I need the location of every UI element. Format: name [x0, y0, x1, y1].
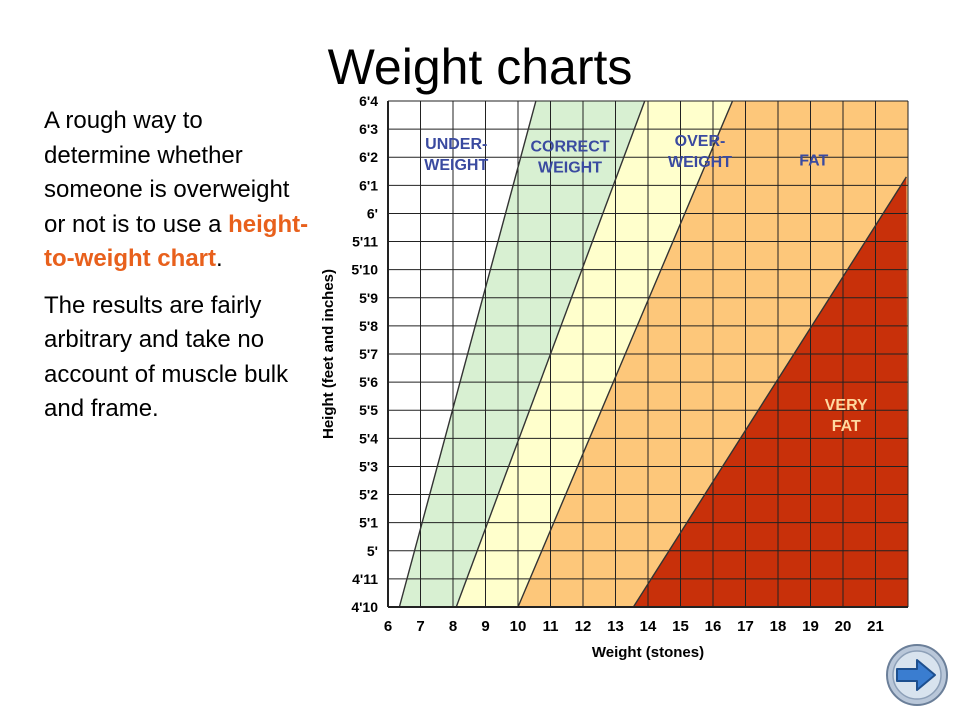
- y-tick-label: 5'5: [359, 402, 378, 418]
- zone-label-under-weight: WEIGHT: [424, 157, 488, 174]
- y-tick-label: 5'4: [359, 430, 378, 446]
- y-tick-label: 5': [367, 543, 378, 559]
- zone-label-over-weight: WEIGHT: [668, 154, 732, 171]
- x-tick-label: 7: [416, 618, 424, 635]
- y-tick-label: 6': [367, 205, 378, 221]
- zone-label-correct-weight: CORRECT: [530, 139, 609, 156]
- zone-label-fat: FAT: [799, 153, 828, 170]
- arrow-right-icon: [886, 644, 948, 706]
- next-slide-button[interactable]: [885, 643, 949, 707]
- y-tick-label: 5'10: [351, 262, 378, 278]
- x-tick-label: 16: [705, 618, 722, 635]
- x-tick-label: 6: [384, 618, 392, 635]
- slide-title: Weight charts: [327, 39, 633, 95]
- zone-label-under-weight: UNDER-: [425, 136, 487, 153]
- x-tick-label: 17: [737, 618, 754, 635]
- zone-label-very-fat: VERY: [825, 397, 868, 414]
- body-text: A rough way to determine whether someone…: [44, 104, 314, 439]
- x-tick-label: 15: [672, 618, 689, 635]
- y-tick-label: 5'7: [359, 346, 378, 362]
- y-tick-label: 5'8: [359, 318, 378, 334]
- y-tick-label: 6'4: [359, 93, 378, 109]
- x-tick-label: 12: [575, 618, 592, 635]
- y-tick-label: 6'1: [359, 177, 378, 193]
- paragraph-2: The results are fairly arbitrary and tak…: [44, 291, 289, 423]
- y-tick-label: 5'2: [359, 487, 378, 503]
- paragraph-1-text: A rough way to determine whether someone…: [44, 107, 290, 238]
- y-tick-label: 6'3: [359, 121, 378, 137]
- zone-boundary-line: [632, 176, 907, 608]
- x-axis-title: Weight (stones): [592, 644, 704, 661]
- y-tick-label: 5'9: [359, 290, 378, 306]
- x-tick-label: 10: [510, 618, 527, 635]
- y-tick-label: 4'11: [352, 571, 378, 587]
- x-tick-label: 9: [481, 618, 489, 635]
- y-tick-label: 5'1: [359, 515, 378, 531]
- y-axis-title: Height (feet and inches): [320, 269, 337, 439]
- highlight-term: height-to-weight chart: [44, 210, 309, 273]
- y-tick-label: 6'2: [359, 149, 378, 165]
- zone-label-very-fat: FAT: [832, 418, 861, 435]
- paragraph-1: A rough way to determine whether someone…: [44, 104, 314, 277]
- x-tick-label: 21: [867, 618, 884, 635]
- x-tick-label: 19: [802, 618, 819, 635]
- y-tick-label: 4'10: [351, 599, 378, 615]
- y-tick-label: 5'11: [352, 234, 378, 250]
- x-tick-label: 13: [607, 618, 624, 635]
- y-tick-label: 5'3: [359, 458, 378, 474]
- x-tick-label: 18: [770, 618, 787, 635]
- x-tick-label: 11: [543, 618, 559, 635]
- x-tick-label: 8: [449, 618, 457, 635]
- zone-label-over-weight: OVER-: [675, 133, 726, 150]
- height-weight-chart: 6 7 8 9 10 11 12 13 14 15 16 17 18 19 20 21 4'10 4'11 5' 5'…: [320, 93, 909, 661]
- zone-boundary-line: [517, 100, 734, 608]
- y-tick-label: 5'6: [359, 374, 378, 390]
- zone-boundary-line: [455, 100, 646, 608]
- x-tick-label: 20: [835, 618, 852, 635]
- x-tick-label: 14: [640, 618, 657, 635]
- zone-boundary-line: [398, 100, 537, 608]
- paragraph-1-end: .: [216, 245, 223, 272]
- zone-label-correct-weight: WEIGHT: [538, 160, 602, 177]
